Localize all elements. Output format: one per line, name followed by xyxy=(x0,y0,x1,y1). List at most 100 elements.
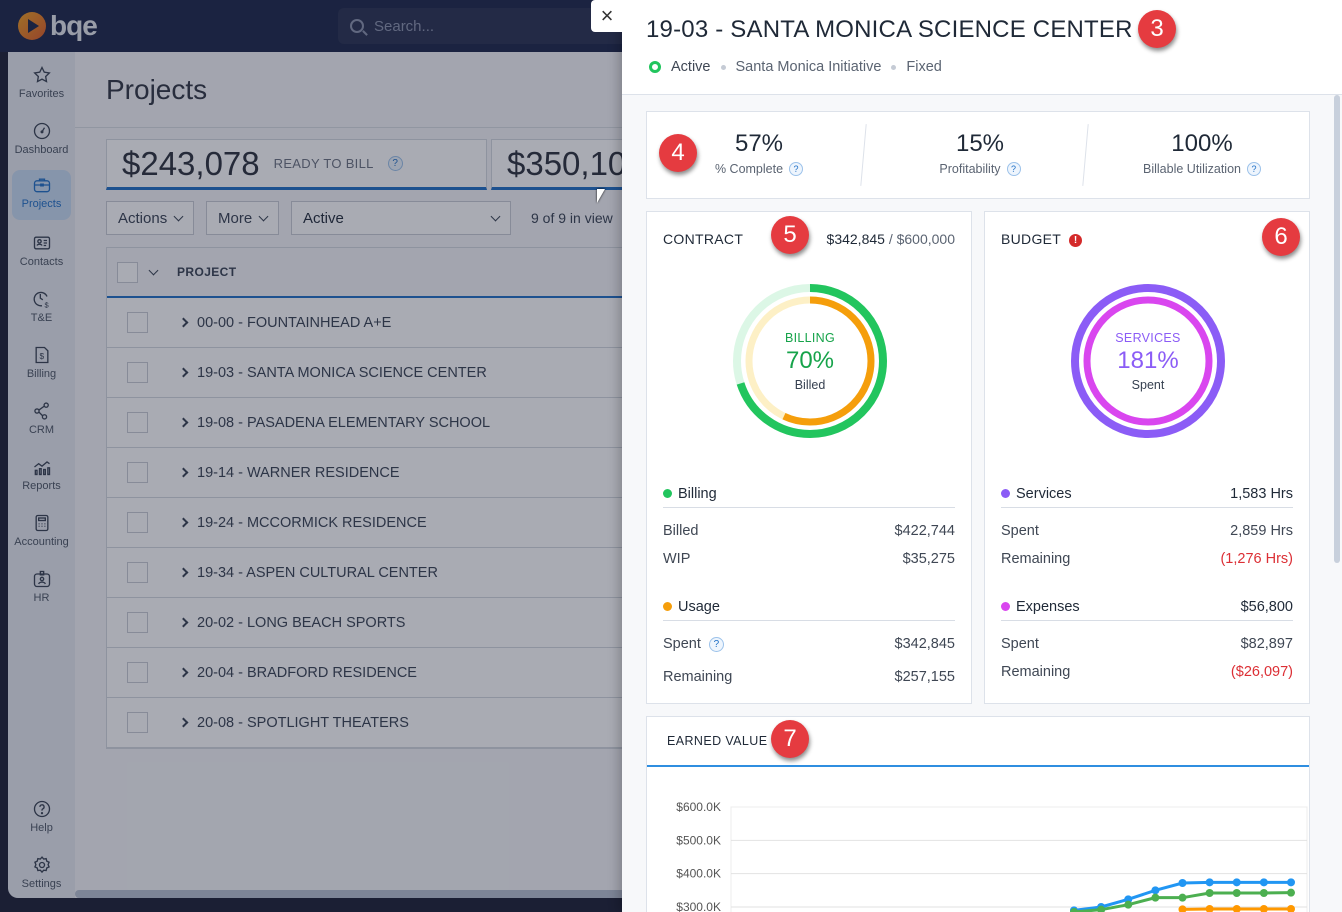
sidebar-item-reports[interactable]: Reports xyxy=(12,452,71,502)
sidebar-item-crm[interactable]: CRM xyxy=(12,396,71,446)
row-checkbox[interactable] xyxy=(127,562,148,583)
help-icon[interactable]: ? xyxy=(789,162,804,176)
data-point-green[interactable] xyxy=(1151,893,1160,902)
usage-section-header: Usage xyxy=(663,593,955,621)
table-row[interactable]: 19-14 - WARNER RESIDENCE xyxy=(107,448,665,498)
sidebar-item-accounting[interactable]: Accounting xyxy=(12,508,71,558)
data-point-blue[interactable] xyxy=(1259,878,1268,887)
data-point-green[interactable] xyxy=(1178,893,1187,902)
table-row[interactable]: 19-08 - PASADENA ELEMENTARY SCHOOL xyxy=(107,398,665,448)
sidebar-item-hr[interactable]: HR xyxy=(12,564,71,614)
chevron-right-icon[interactable] xyxy=(178,517,189,528)
project-name[interactable]: 20-02 - LONG BEACH SPORTS xyxy=(197,614,406,631)
ready-to-bill-card[interactable]: $243,078 READY TO BILL ? xyxy=(106,139,487,190)
drawer-scrollbar[interactable] xyxy=(1334,95,1340,563)
earned-value-title: EARNED VALUE xyxy=(647,717,1309,767)
sidebar-item-help[interactable]: Help xyxy=(12,794,71,844)
client-name[interactable]: Santa Monica Initiative xyxy=(735,59,882,75)
status-filter-select[interactable]: Active xyxy=(291,201,511,235)
chevron-right-icon[interactable] xyxy=(178,467,189,478)
table-row[interactable]: 00-00 - FOUNTAINHEAD A+E xyxy=(107,298,665,348)
chevron-right-icon[interactable] xyxy=(178,367,189,378)
calculator-icon xyxy=(31,512,53,534)
billing-donut-center: BILLING 70% Billed xyxy=(730,281,890,441)
data-point-orange[interactable] xyxy=(1287,905,1295,912)
row-checkbox[interactable] xyxy=(127,362,148,383)
data-point-orange[interactable] xyxy=(1259,905,1268,912)
table-row[interactable]: 19-34 - ASPEN CULTURAL CENTER xyxy=(107,548,665,598)
help-icon[interactable]: ? xyxy=(387,156,403,171)
data-point-green[interactable] xyxy=(1070,908,1078,912)
search-input[interactable] xyxy=(374,17,614,35)
project-name[interactable]: 19-08 - PASADENA ELEMENTARY SCHOOL xyxy=(197,414,491,431)
chevron-right-icon[interactable] xyxy=(178,567,189,578)
billing-section-title: Billing xyxy=(678,485,717,502)
table-row[interactable]: 20-02 - LONG BEACH SPORTS xyxy=(107,598,665,648)
data-point-blue[interactable] xyxy=(1151,886,1160,895)
plot-area xyxy=(730,806,1308,912)
sidebar-item-contacts[interactable]: Contacts xyxy=(12,228,71,278)
project-name[interactable]: 20-04 - BRADFORD RESIDENCE xyxy=(197,664,417,681)
data-point-orange[interactable] xyxy=(1178,905,1187,912)
close-drawer-button[interactable]: × xyxy=(591,0,623,32)
row-label: Spent xyxy=(663,636,701,652)
bqe-logo[interactable]: bqe xyxy=(18,12,98,40)
project-name[interactable]: 19-03 - SANTA MONICA SCIENCE CENTER xyxy=(197,364,487,381)
sidebar-item-billing[interactable]: $ Billing xyxy=(12,340,71,390)
row-checkbox[interactable] xyxy=(127,712,148,733)
table-row[interactable]: 19-03 - SANTA MONICA SCIENCE CENTER xyxy=(107,348,665,398)
alert-icon[interactable]: ! xyxy=(1069,234,1083,247)
sidebar-item-dashboard[interactable]: Dashboard xyxy=(12,116,71,166)
expenses-legend-dot xyxy=(1001,602,1010,611)
project-name[interactable]: 19-34 - ASPEN CULTURAL CENTER xyxy=(197,564,438,581)
sidebar-item-projects[interactable]: Projects xyxy=(12,170,71,220)
help-icon[interactable]: ? xyxy=(1246,162,1261,176)
row-checkbox[interactable] xyxy=(127,612,148,633)
chevron-right-icon[interactable] xyxy=(178,717,189,728)
data-point-green[interactable] xyxy=(1232,889,1241,897)
data-point-green[interactable] xyxy=(1124,900,1133,909)
row-checkbox[interactable] xyxy=(127,412,148,433)
more-dropdown[interactable]: More xyxy=(206,201,280,235)
sidebar-item-settings[interactable]: Settings xyxy=(12,850,71,900)
table-row[interactable]: 20-08 - SPOTLIGHT THEATERS xyxy=(107,698,665,748)
data-point-green[interactable] xyxy=(1097,905,1106,912)
help-icon[interactable]: ? xyxy=(708,636,724,652)
chevron-right-icon[interactable] xyxy=(178,617,189,628)
project-name[interactable]: 19-24 - MCCORMICK RESIDENCE xyxy=(197,514,427,531)
global-search[interactable] xyxy=(338,8,638,44)
row-checkbox[interactable] xyxy=(127,662,148,683)
data-point-blue[interactable] xyxy=(1205,878,1214,887)
help-icon[interactable]: ? xyxy=(1006,162,1021,176)
data-point-green[interactable] xyxy=(1287,888,1295,897)
services-ring-arc xyxy=(1071,284,1225,438)
data-point-green[interactable] xyxy=(1259,889,1268,897)
earned-value-card: EARNED VALUE $600.0K $500.0K $400.0K $300.0… xyxy=(646,716,1310,912)
row-checkbox[interactable] xyxy=(127,512,148,533)
table-header: PROJECT xyxy=(107,248,665,298)
data-point-blue[interactable] xyxy=(1232,878,1241,887)
data-point-blue[interactable] xyxy=(1287,878,1295,887)
data-point-green[interactable] xyxy=(1205,889,1214,897)
table-row[interactable]: 19-24 - MCCORMICK RESIDENCE xyxy=(107,498,665,548)
data-point-blue[interactable] xyxy=(1178,879,1187,887)
separator-dot xyxy=(891,64,897,70)
project-name[interactable]: 20-08 - SPOTLIGHT THEATERS xyxy=(197,714,409,731)
sidebar-item-te[interactable]: $ T&E xyxy=(12,284,71,334)
data-point-orange[interactable] xyxy=(1232,905,1241,912)
sidebar-item-favorites[interactable]: Favorites xyxy=(12,60,71,110)
select-all-checkbox[interactable] xyxy=(117,261,138,283)
table-row[interactable]: 20-04 - BRADFORD RESIDENCE xyxy=(107,648,665,698)
chevron-down-icon[interactable] xyxy=(148,265,159,275)
ready-to-bill-value: $243,078 xyxy=(122,144,260,182)
column-header-project[interactable]: PROJECT xyxy=(177,265,237,279)
actions-dropdown[interactable]: Actions xyxy=(106,201,195,235)
project-name[interactable]: 00-00 - FOUNTAINHEAD A+E xyxy=(197,314,392,331)
data-point-orange[interactable] xyxy=(1205,905,1214,912)
chevron-right-icon[interactable] xyxy=(178,667,189,678)
chevron-right-icon[interactable] xyxy=(178,417,189,428)
row-checkbox[interactable] xyxy=(127,462,148,483)
project-name[interactable]: 19-14 - WARNER RESIDENCE xyxy=(197,464,400,481)
chevron-right-icon[interactable] xyxy=(178,317,189,328)
row-checkbox[interactable] xyxy=(127,312,148,333)
